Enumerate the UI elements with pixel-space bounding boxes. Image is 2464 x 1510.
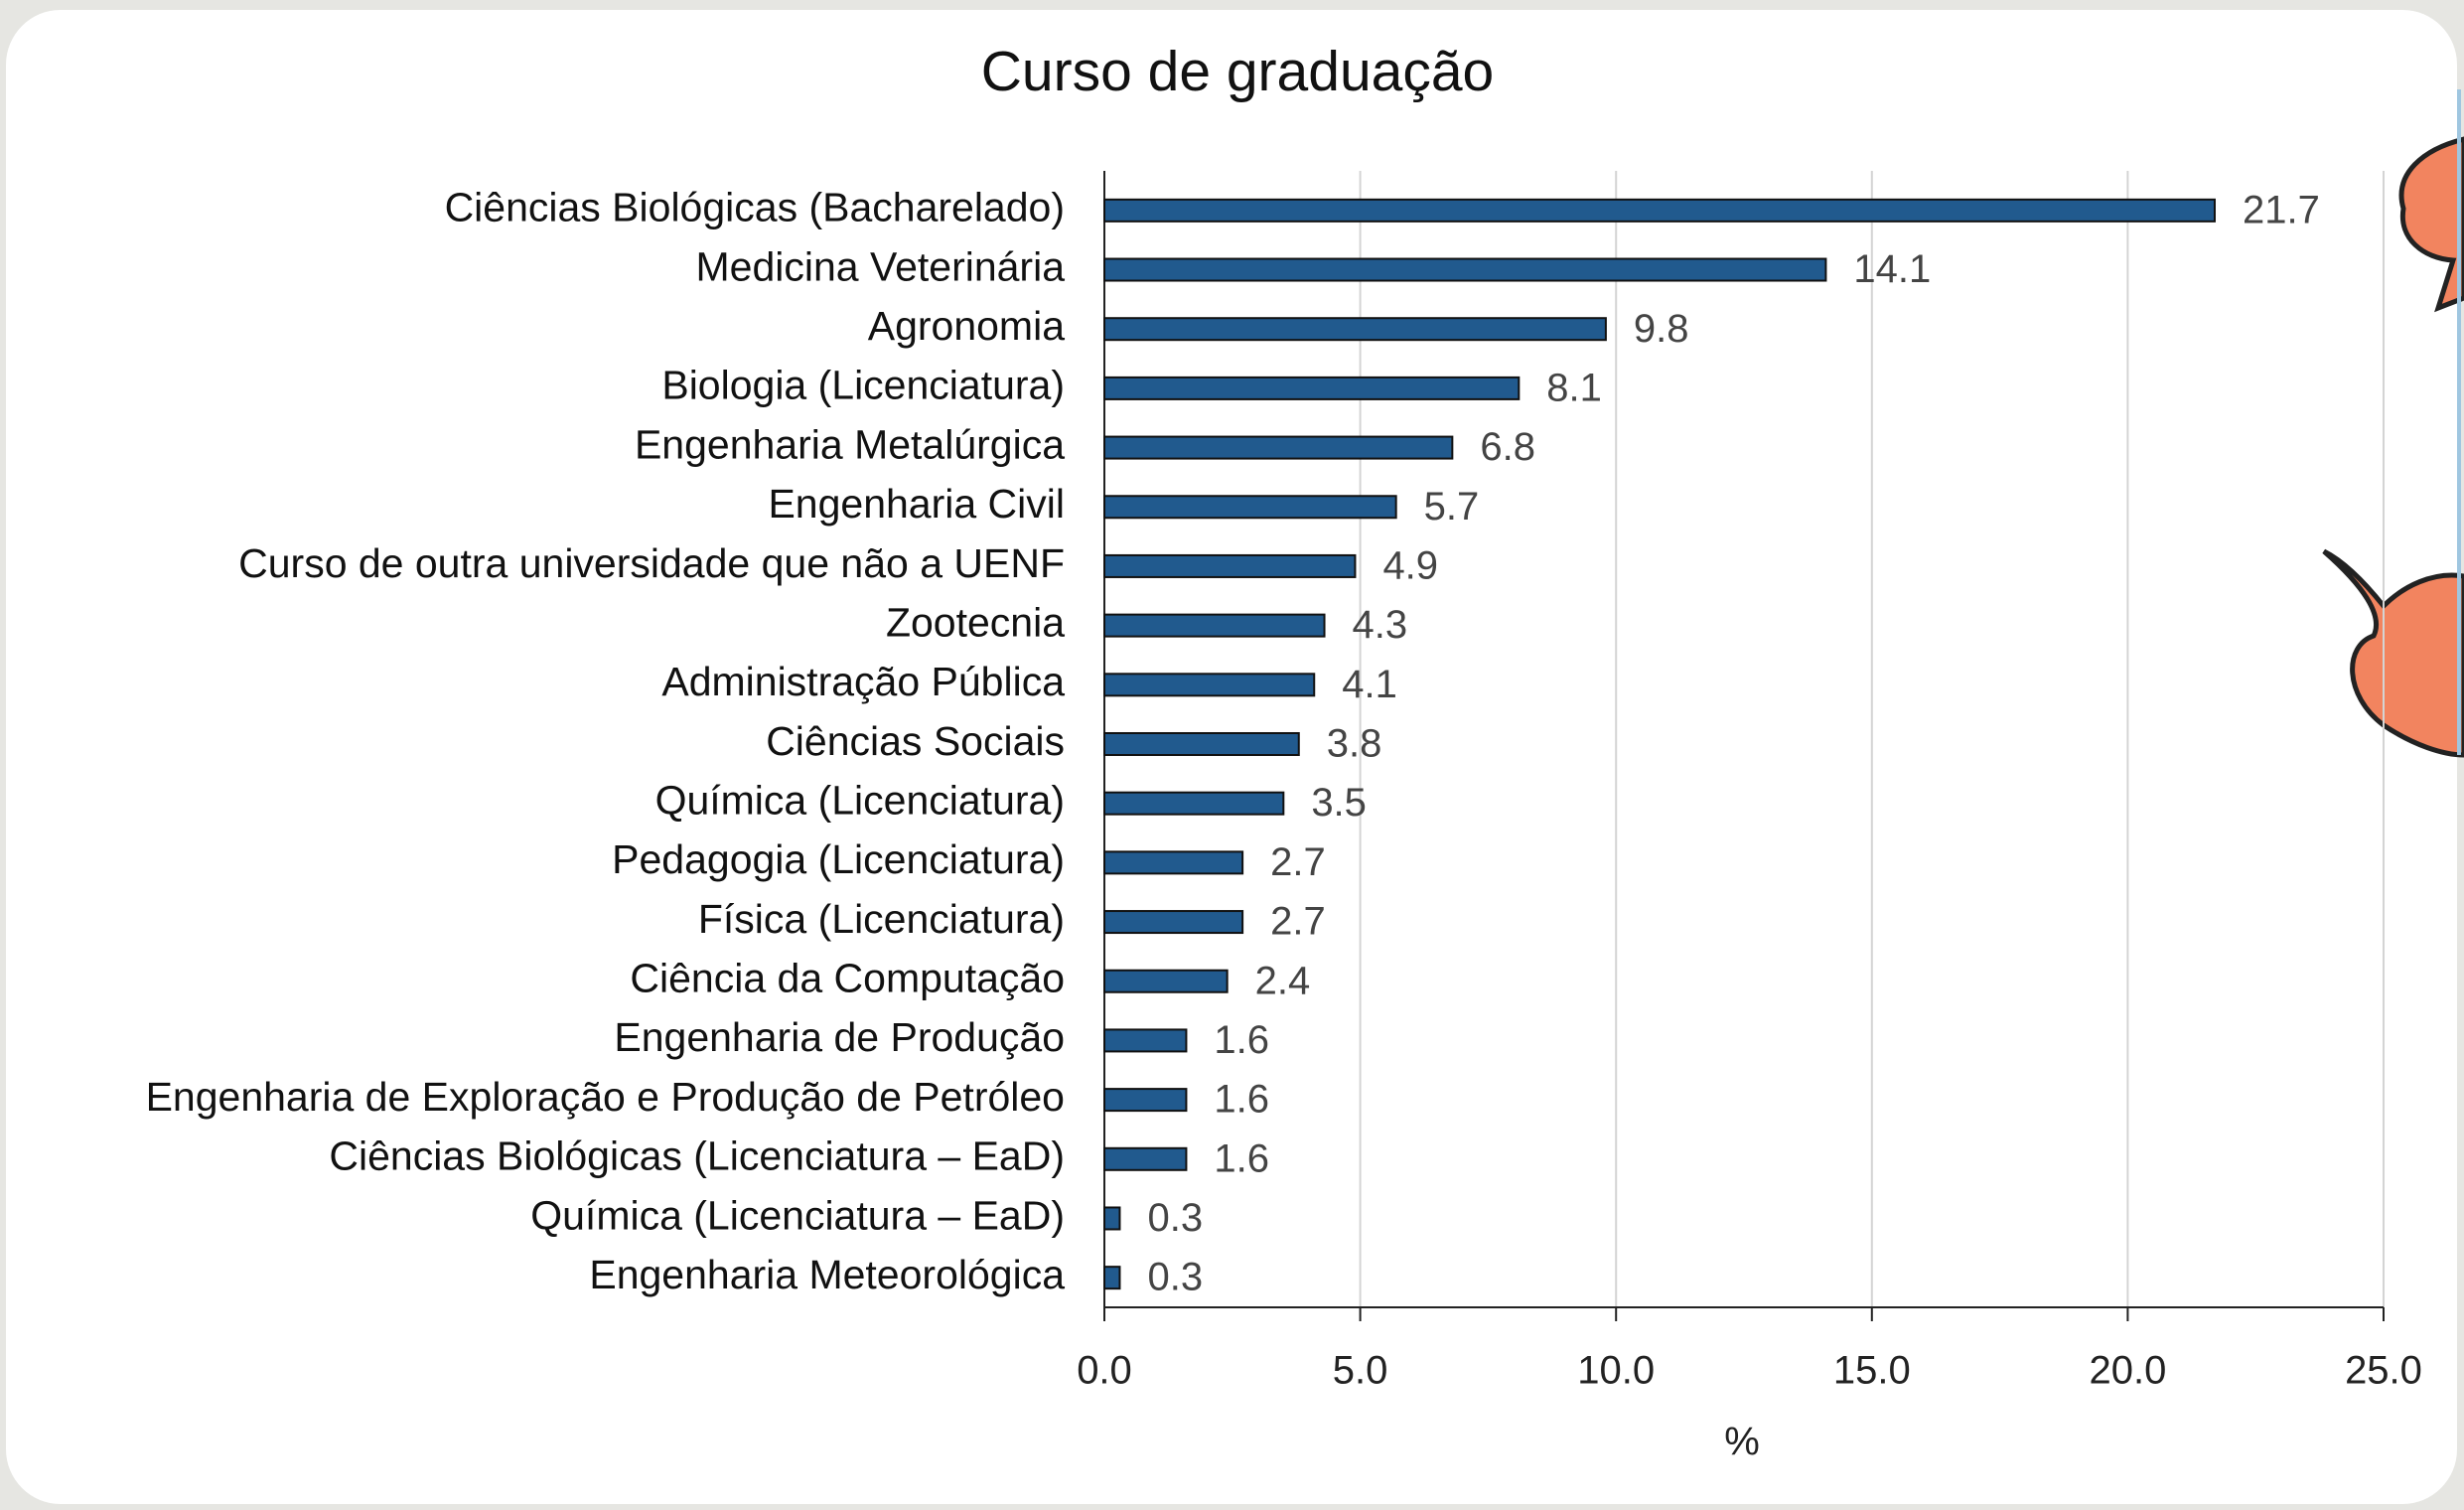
y-tick-label: Química (Licenciatura – EaD): [530, 1192, 1065, 1238]
bar: [1103, 1088, 1188, 1113]
bar: [1103, 1146, 1188, 1171]
y-tick-label: Pedagogia (Licenciatura): [612, 836, 1065, 882]
bar: [1103, 732, 1300, 756]
value-label: 1.6: [1214, 1018, 1269, 1062]
bar: [1103, 376, 1521, 400]
bar: [1103, 673, 1316, 697]
value-label: 9.8: [1634, 307, 1689, 351]
x-tick-label: 25.0: [2345, 1349, 2422, 1393]
bar: [1103, 910, 1244, 935]
y-tick-label: Administração Pública: [661, 659, 1065, 704]
y-tick-label: Biologia (Licenciatura): [661, 363, 1065, 408]
value-label: 4.9: [1382, 544, 1438, 588]
y-tick-label: Zootecnia: [886, 599, 1065, 645]
x-tick-label: 10.0: [1577, 1349, 1655, 1393]
value-label: 0.3: [1147, 1256, 1203, 1299]
y-tick-label: Física (Licenciatura): [698, 896, 1065, 942]
bar: [1103, 1028, 1188, 1053]
bar: [1103, 850, 1244, 875]
bar: [1103, 791, 1285, 816]
bar: [1103, 495, 1397, 520]
x-tick-label: 0.0: [1077, 1349, 1132, 1393]
value-label: 5.7: [1424, 485, 1480, 528]
y-tick-label: Medicina Veterinária: [696, 243, 1066, 289]
value-label: 4.3: [1353, 603, 1408, 647]
y-tick-label: Engenharia Civil: [768, 481, 1065, 527]
y-tick-label: Ciências Biológicas (Bacharelado): [445, 185, 1065, 230]
value-label: 2.7: [1270, 900, 1326, 944]
value-label: 3.8: [1327, 722, 1382, 766]
value-label: 1.6: [1214, 1136, 1269, 1180]
x-tick-label: 15.0: [1833, 1349, 1911, 1393]
value-label: 6.8: [1480, 425, 1535, 469]
value-label: 3.5: [1311, 781, 1367, 825]
bar: [1103, 1266, 1121, 1290]
y-tick-label: Ciências Sociais: [766, 718, 1065, 764]
x-tick-label: 20.0: [2089, 1349, 2166, 1393]
bar: [1103, 969, 1229, 993]
value-label: 8.1: [1546, 366, 1602, 409]
bar: [1103, 435, 1454, 460]
bar: [1103, 613, 1326, 638]
value-label: 2.4: [1255, 959, 1311, 1002]
y-tick-label: Química (Licenciatura): [655, 778, 1065, 824]
value-label: 0.3: [1147, 1196, 1203, 1240]
value-label: 1.6: [1214, 1078, 1269, 1122]
y-tick-label: Engenharia de Produção: [614, 1014, 1065, 1060]
bar: [1103, 1206, 1121, 1231]
bar: [1103, 553, 1357, 578]
value-label: 2.7: [1270, 840, 1326, 884]
chart-title: Curso de graduação: [981, 40, 1495, 103]
card: [6, 10, 2457, 1504]
value-label: 4.1: [1342, 663, 1397, 706]
bar: [1103, 257, 1827, 282]
y-tick-label: Engenharia de Exploração e Produção de P…: [146, 1074, 1065, 1120]
y-tick-label: Curso de outra universidade que não a UE…: [238, 540, 1065, 586]
value-label: 21.7: [2243, 188, 2320, 231]
x-axis-label: %: [1724, 1421, 1760, 1464]
value-label: 14.1: [1853, 247, 1931, 291]
x-tick-label: 5.0: [1333, 1349, 1388, 1393]
y-tick-label: Ciência da Computação: [630, 956, 1065, 1001]
y-tick-label: Engenharia Meteorológica: [589, 1252, 1065, 1297]
bar: [1103, 198, 2216, 223]
y-tick-label: Engenharia Metalúrgica: [635, 421, 1065, 467]
decoration: [2322, 89, 2464, 758]
y-tick-label: Agronomia: [868, 303, 1065, 349]
y-tick-label: Ciências Biológicas (Licenciatura – EaD): [329, 1133, 1065, 1179]
bar: [1103, 317, 1607, 342]
